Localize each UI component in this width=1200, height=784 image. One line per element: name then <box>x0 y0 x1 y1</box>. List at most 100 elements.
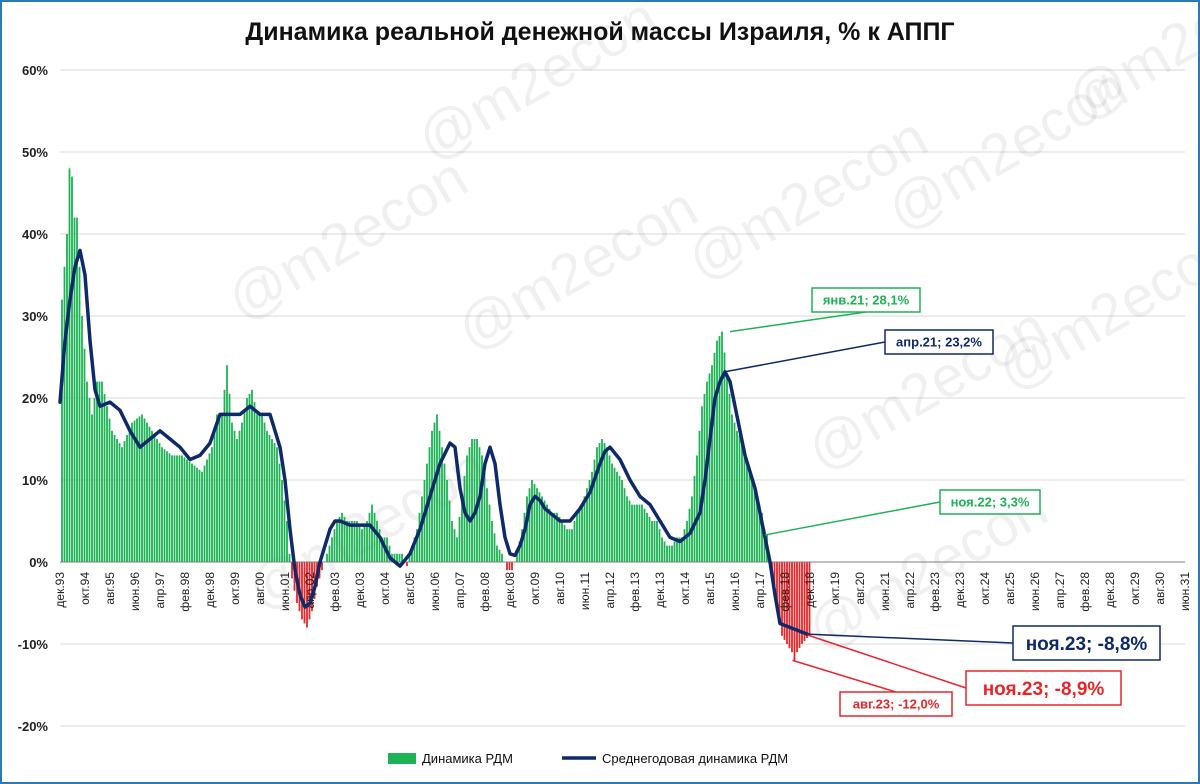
rdm-bar <box>668 545 671 562</box>
rdm-bar <box>746 463 748 562</box>
y-tick-label: 50% <box>22 145 48 160</box>
chart-title: Динамика реальной денежной массы Израиля… <box>245 18 955 46</box>
rdm-bar <box>248 393 251 562</box>
x-tick-label: дек.93 <box>53 572 67 608</box>
rdm-bar <box>111 430 113 562</box>
rdm-bar <box>478 447 481 562</box>
x-tick-label: окт.24 <box>978 572 992 605</box>
rdm-bar <box>223 389 226 562</box>
rdm-bar <box>523 512 526 562</box>
x-tick-label: апр.97 <box>153 572 167 609</box>
x-tick-label: авг.25 <box>1003 572 1017 605</box>
rdm-bar <box>651 521 653 562</box>
rdm-bar <box>541 496 543 562</box>
x-tick-label: июн.21 <box>878 572 892 611</box>
rdm-bar <box>456 537 458 562</box>
rdm-bar <box>713 352 716 562</box>
rdm-bar <box>116 439 118 562</box>
rdm-bar <box>493 533 496 562</box>
rdm-bar <box>583 496 586 562</box>
annotation-label: янв.21; 28,1% <box>823 293 910 308</box>
rdm-bar <box>763 529 766 562</box>
rdm-bar <box>468 447 471 562</box>
x-tick-label: окт.29 <box>1128 572 1142 605</box>
rdm-bar <box>353 521 356 562</box>
rdm-bar <box>511 562 513 571</box>
rdm-bar <box>173 455 176 562</box>
rdm-bar <box>141 414 143 562</box>
rdm-bar <box>246 398 248 562</box>
rdm-bar <box>791 562 793 653</box>
x-tick-label: окт.94 <box>78 572 92 605</box>
legend-label-bars: Динамика РДМ <box>422 751 513 766</box>
rdm-bar <box>603 443 606 562</box>
rdm-bar <box>98 381 101 562</box>
rdm-bar <box>518 541 521 562</box>
y-tick-label: -10% <box>18 637 49 652</box>
rdm-bar <box>448 500 451 562</box>
rdm-bar <box>736 430 738 562</box>
rdm-bar <box>643 508 646 562</box>
rdm-bar <box>616 471 618 562</box>
rdm-bar <box>121 447 123 562</box>
rdm-bar <box>71 176 73 562</box>
x-tick-label: июн.01 <box>278 572 292 611</box>
rdm-bar <box>266 430 268 562</box>
rdm-bar <box>356 521 358 562</box>
watermark-text: @m2econ <box>446 174 708 363</box>
x-tick-label: окт.99 <box>228 572 242 605</box>
rdm-bar <box>683 529 686 562</box>
annotation-label: ноя.23; -8,9% <box>983 679 1105 700</box>
rdm-bar <box>631 504 633 562</box>
rdm-bar <box>368 512 371 562</box>
rdm-bar <box>698 430 701 562</box>
x-tick-label: апр.17 <box>753 572 767 609</box>
y-tick-label: 20% <box>22 391 48 406</box>
rdm-bar <box>496 545 498 562</box>
rdm-bar <box>161 447 163 562</box>
rdm-bar <box>798 562 801 649</box>
rdm-bar <box>458 516 461 562</box>
x-tick-label: фев.28 <box>1078 572 1092 612</box>
rdm-bar <box>118 443 121 562</box>
rdm-bar <box>411 545 413 562</box>
x-tick-label: фев.08 <box>478 572 492 612</box>
rdm-bar <box>671 545 673 562</box>
rdm-bar <box>63 266 66 562</box>
x-tick-label: июн.26 <box>1028 572 1042 611</box>
annotation-leader <box>729 311 867 333</box>
rdm-bar <box>551 512 553 562</box>
rdm-bar <box>151 430 153 562</box>
rdm-bar <box>788 562 791 649</box>
x-tick-label: апр.02 <box>303 572 317 609</box>
rdm-bar <box>648 516 651 562</box>
legend-swatch-bars <box>388 753 416 764</box>
rdm-bar <box>516 553 518 562</box>
rdm-bar <box>776 562 778 612</box>
rdm-bar <box>466 455 468 562</box>
rdm-bar <box>593 459 596 562</box>
rdm-bar <box>701 406 703 562</box>
rdm-bar <box>508 562 511 571</box>
rdm-bar <box>596 447 598 562</box>
rdm-bar <box>81 316 83 562</box>
rdm-bar <box>243 410 246 562</box>
rdm-bar <box>256 414 258 562</box>
rdm-bar <box>708 373 711 562</box>
rdm-bar <box>461 496 463 562</box>
rdm-bar <box>566 529 568 562</box>
rdm-bar <box>176 455 178 562</box>
rdm-bar <box>563 525 566 562</box>
annotation-box <box>811 287 921 313</box>
rdm-bar <box>471 439 473 562</box>
watermark-text: @m2econ <box>406 2 668 173</box>
rdm-bar <box>416 529 418 562</box>
rdm-bar <box>661 537 663 562</box>
x-tick-label: авг.95 <box>103 572 117 605</box>
rdm-bar <box>361 529 363 562</box>
rdm-bar <box>418 512 421 562</box>
rdm-bar <box>758 504 761 562</box>
rdm-bar <box>198 469 201 562</box>
